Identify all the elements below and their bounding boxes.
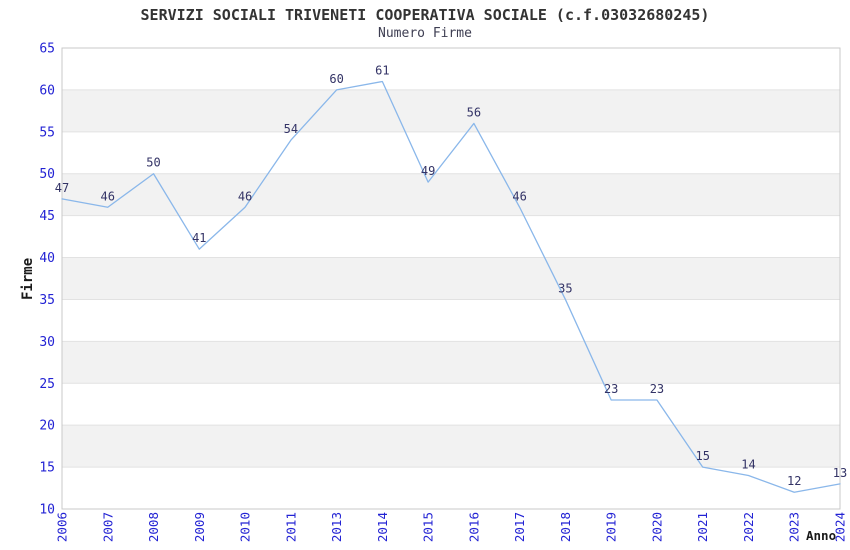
point-label: 46 xyxy=(238,189,252,203)
x-tick-label: 2006 xyxy=(55,512,70,542)
chart-subtitle: Numero Firme xyxy=(378,26,472,41)
point-label: 46 xyxy=(512,189,526,203)
point-label: 12 xyxy=(787,474,801,488)
x-tick-label: 2020 xyxy=(649,512,664,542)
y-tick-label: 30 xyxy=(39,335,55,350)
x-tick-label: 2023 xyxy=(787,512,802,542)
x-tick-label: 2008 xyxy=(146,512,161,542)
y-tick-label: 60 xyxy=(39,83,55,98)
x-tick-label: 2007 xyxy=(100,512,115,542)
x-tick-label: 2016 xyxy=(466,512,481,542)
point-label: 35 xyxy=(558,281,572,295)
y-tick-label: 45 xyxy=(39,209,55,224)
data-line xyxy=(61,80,841,493)
point-label: 54 xyxy=(284,122,298,136)
y-tick-label: 15 xyxy=(39,461,55,476)
x-tick-label: 2022 xyxy=(741,512,756,542)
point-label: 50 xyxy=(146,156,160,170)
x-tick-label: 2009 xyxy=(192,512,207,542)
x-tick-label: 2024 xyxy=(833,512,848,542)
point-label: 56 xyxy=(467,105,481,119)
x-tick-label: 2015 xyxy=(421,512,436,542)
y-tick-label: 35 xyxy=(39,293,55,308)
x-tick-label: 2019 xyxy=(604,512,619,542)
x-tick-label: 2021 xyxy=(695,512,710,542)
x-tick-label: 2017 xyxy=(512,512,527,542)
point-label: 60 xyxy=(329,72,343,86)
point-label: 13 xyxy=(833,466,847,480)
y-tick-label: 40 xyxy=(39,251,55,266)
point-label: 47 xyxy=(55,181,69,195)
point-label: 14 xyxy=(741,457,755,471)
x-tick-label: 2014 xyxy=(375,512,390,542)
x-tick-label: 2013 xyxy=(329,512,344,542)
grid-band xyxy=(62,257,840,300)
x-tick-label: 2018 xyxy=(558,512,573,542)
grid-band xyxy=(62,89,840,132)
y-tick-label: 50 xyxy=(39,167,55,182)
point-label: 23 xyxy=(650,382,664,396)
chart-title: SERVIZI SOCIALI TRIVENETI COOPERATIVA SO… xyxy=(140,6,710,24)
plot-border xyxy=(61,47,841,510)
point-label: 46 xyxy=(101,189,115,203)
point-label: 61 xyxy=(375,64,389,78)
y-tick-label: 25 xyxy=(39,377,55,392)
grid-band xyxy=(62,173,840,216)
y-tick-label: 55 xyxy=(39,125,55,140)
y-tick-label: 20 xyxy=(39,419,55,434)
grid-band xyxy=(62,425,840,468)
point-label: 23 xyxy=(604,382,618,396)
x-axis-title: Anno xyxy=(806,528,837,543)
x-tick-label: 2010 xyxy=(238,512,253,542)
grid-band xyxy=(62,341,840,384)
point-label: 41 xyxy=(192,231,206,245)
point-label: 15 xyxy=(695,449,709,463)
y-tick-label: 10 xyxy=(39,503,55,518)
point-label: 49 xyxy=(421,164,435,178)
x-tick-label: 2011 xyxy=(283,512,298,542)
y-tick-label: 65 xyxy=(39,42,55,57)
